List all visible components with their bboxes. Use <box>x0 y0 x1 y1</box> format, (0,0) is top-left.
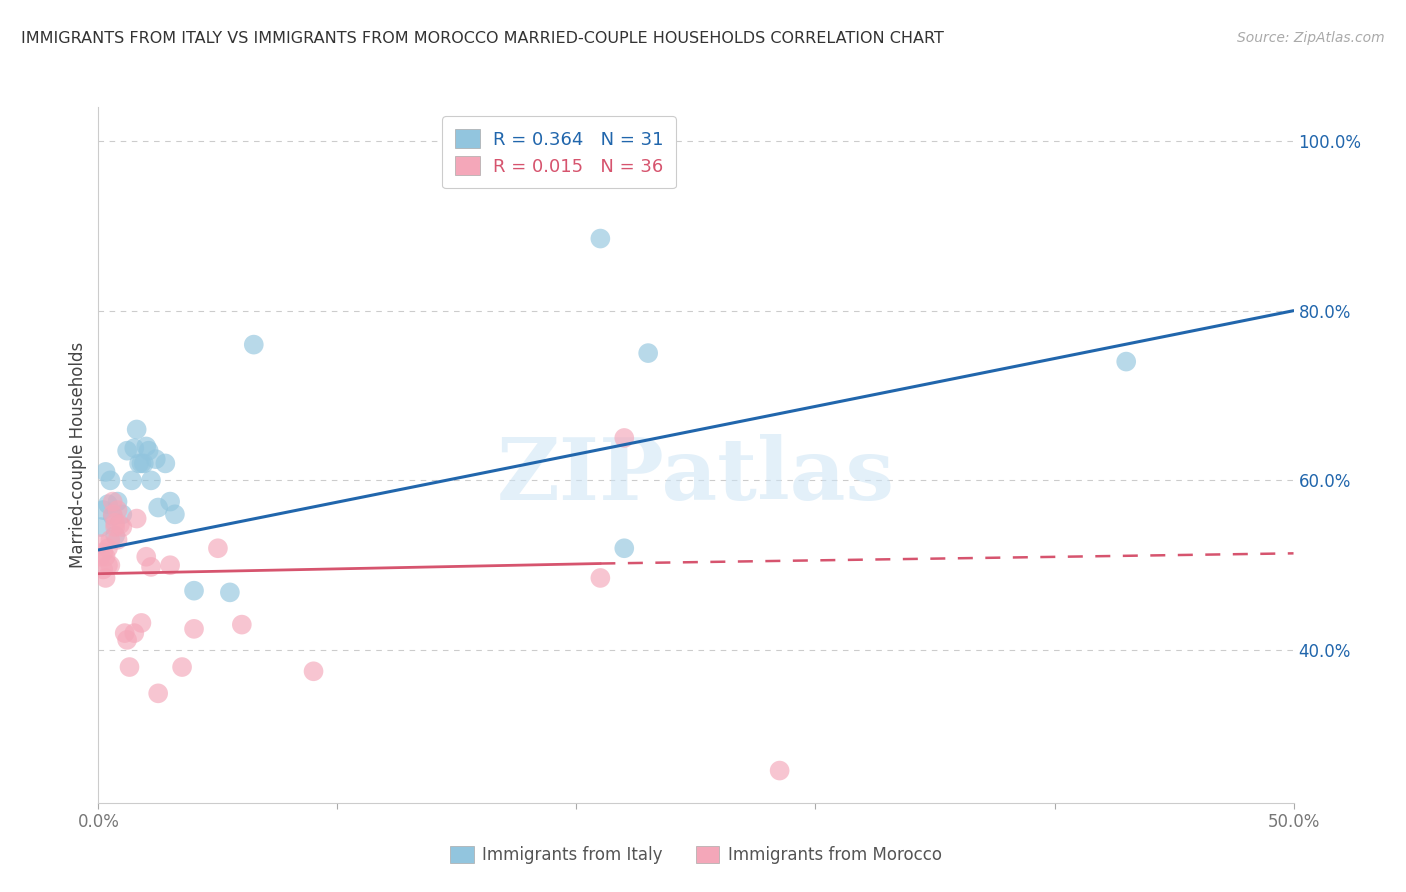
Point <box>90 537 112 551</box>
Point <box>104 520 127 534</box>
Point <box>124 626 146 640</box>
Point <box>94 571 117 585</box>
Point <box>107 494 129 508</box>
Point <box>172 660 194 674</box>
Point <box>163 508 186 522</box>
Point <box>91 562 114 576</box>
Point <box>139 474 162 488</box>
Point <box>243 337 266 351</box>
Text: IMMIGRANTS FROM ITALY VS IMMIGRANTS FROM MOROCCO MARRIED-COUPLE HOUSEHOLDS CORRE: IMMIGRANTS FROM ITALY VS IMMIGRANTS FROM… <box>21 31 943 46</box>
Point <box>131 457 153 471</box>
Point <box>124 441 146 455</box>
Point <box>613 541 636 556</box>
Point <box>125 511 148 525</box>
Point <box>135 439 157 453</box>
Point <box>97 497 120 511</box>
Point <box>104 528 127 542</box>
Point <box>231 617 253 632</box>
Point <box>125 422 148 436</box>
Point <box>131 615 153 630</box>
Point <box>118 660 141 674</box>
Point <box>155 457 177 471</box>
Point <box>589 571 612 585</box>
Point <box>101 494 124 508</box>
Point <box>104 516 127 530</box>
Point <box>101 508 124 523</box>
Y-axis label: Married-couple Households: Married-couple Households <box>69 342 87 568</box>
Point <box>115 632 138 647</box>
Point <box>107 533 129 547</box>
Point <box>94 549 117 564</box>
Text: Source: ZipAtlas.com: Source: ZipAtlas.com <box>1237 31 1385 45</box>
Point <box>183 622 205 636</box>
Point <box>148 500 170 515</box>
Point <box>207 541 229 556</box>
Point <box>90 520 112 534</box>
Point <box>128 457 150 471</box>
Point <box>107 503 129 517</box>
Point <box>768 764 790 778</box>
Point <box>115 443 138 458</box>
Point <box>159 494 181 508</box>
Point <box>1115 354 1137 368</box>
Point <box>98 474 122 488</box>
Point <box>108 517 131 532</box>
Point <box>101 508 124 522</box>
Point <box>302 665 325 679</box>
Text: ZIPatlas: ZIPatlas <box>496 434 896 517</box>
Point <box>111 508 134 522</box>
Point <box>98 558 122 573</box>
Point <box>613 431 636 445</box>
Point <box>589 231 612 245</box>
Point <box>132 457 155 471</box>
Point <box>91 545 114 559</box>
Point <box>121 474 143 488</box>
Point <box>145 452 167 467</box>
Point <box>90 549 112 564</box>
Point <box>97 558 120 573</box>
Point <box>637 346 659 360</box>
Point <box>148 686 170 700</box>
Point <box>98 533 122 547</box>
Point <box>138 443 160 458</box>
Point <box>94 465 117 479</box>
Legend: Immigrants from Italy, Immigrants from Morocco: Immigrants from Italy, Immigrants from M… <box>444 839 948 871</box>
Point <box>97 541 120 556</box>
Point <box>91 503 114 517</box>
Point <box>219 585 242 599</box>
Point <box>114 626 136 640</box>
Point <box>183 583 205 598</box>
Point <box>159 558 181 573</box>
Point <box>111 520 134 534</box>
Point <box>135 549 157 564</box>
Point <box>139 560 162 574</box>
